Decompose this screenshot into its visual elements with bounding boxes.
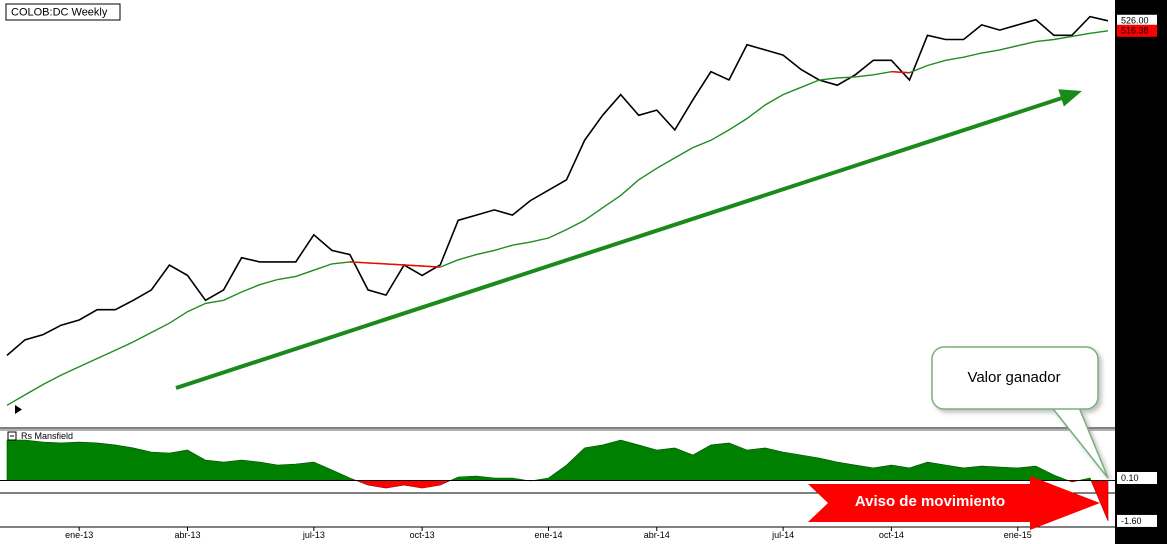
indicator-title: Rs Mansfield (21, 431, 73, 441)
value-label: -1.60 (1121, 516, 1142, 526)
series-down-segment (404, 264, 423, 267)
price-axis-strip (1115, 0, 1167, 544)
series-down-segment (385, 263, 405, 266)
x-tick-label: ene-14 (534, 530, 562, 540)
x-tick-label: oct-13 (410, 530, 435, 540)
x-tick-label: ene-13 (65, 530, 93, 540)
title-box (5, 3, 121, 21)
play-icon[interactable] (15, 405, 22, 414)
x-tick-label: ene-15 (1004, 530, 1032, 540)
series-down-segment (891, 71, 910, 74)
x-tick-label: abr-14 (644, 530, 670, 540)
value-label-box (1117, 471, 1157, 484)
value-label: 526.00 (1121, 16, 1149, 26)
value-label: 516.38 (1121, 26, 1149, 36)
callout-box (931, 346, 1099, 410)
series-down-segment (349, 261, 369, 264)
callout-text: Valor ganador (967, 369, 1060, 386)
value-label-box (1117, 514, 1157, 527)
series-line (6, 30, 1109, 406)
callout (931, 346, 1109, 479)
data-layer: ene-13 abr-13 jul-13 oct-13 ene-14 abr-14 jul-… (0, 15, 1115, 540)
value-label-box (1117, 24, 1157, 37)
banner-arrow (808, 476, 1100, 530)
value-label-box (1117, 14, 1157, 27)
x-tick-label: abr-13 (174, 530, 200, 540)
trend-arrow (175, 96, 1063, 390)
x-tick-label: jul-14 (771, 530, 794, 540)
banner-text: Aviso de movimiento (855, 493, 1005, 510)
series-line (6, 15, 1109, 357)
trend-arrow-head (1058, 89, 1082, 107)
series-down-segment (367, 262, 387, 265)
x-tick-label: oct-14 (879, 530, 904, 540)
chart-title: COLOB:DC Weekly (11, 6, 108, 18)
callout-joint (1051, 403, 1077, 408)
value-label: 0.10 (1121, 473, 1139, 483)
x-tick-label: jul-13 (302, 530, 325, 540)
indicator-area-positive (6, 439, 1109, 481)
series-down-segment (422, 265, 441, 268)
